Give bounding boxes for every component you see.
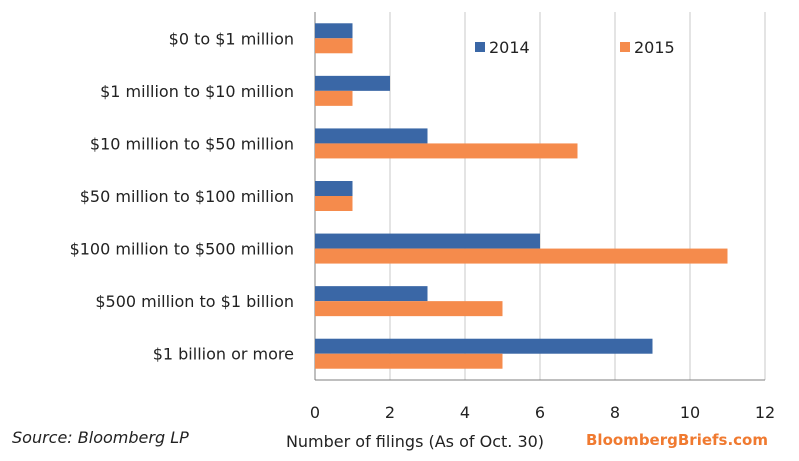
x-tick-label: 10: [680, 403, 700, 422]
bar-2014: [315, 181, 353, 196]
bar-2015: [315, 38, 353, 54]
legend-label: 2014: [489, 38, 530, 57]
bar-2015: [315, 143, 578, 159]
chart-bars: [315, 23, 728, 369]
x-tick-label: 2: [385, 403, 395, 422]
x-axis-label: Number of filings (As of Oct. 30): [286, 432, 544, 451]
bar-2015: [315, 301, 503, 317]
x-axis-ticks: 0 2 4 6 8 10 12: [310, 403, 775, 422]
x-tick-label: 4: [460, 403, 470, 422]
category-label: $50 million to $100 million: [80, 187, 294, 206]
x-tick-label: 6: [535, 403, 545, 422]
category-label: $500 million to $1 billion: [95, 292, 294, 311]
legend-swatch: [620, 42, 630, 52]
category-label: $1 million to $10 million: [100, 82, 294, 101]
category-label: $10 million to $50 million: [90, 134, 294, 153]
bar-2014: [315, 286, 428, 302]
chart-gridlines: [314, 12, 766, 381]
legend-label: 2015: [634, 38, 675, 57]
x-tick-label: 0: [310, 403, 320, 422]
x-tick-label: 12: [755, 403, 775, 422]
bar-2014: [315, 75, 390, 91]
bar-2015: [315, 196, 353, 211]
bar-2015: [315, 248, 728, 264]
bar-2014: [315, 233, 540, 249]
brand-link[interactable]: BloombergBriefs.com: [586, 431, 768, 449]
category-label: $0 to $1 million: [169, 29, 294, 48]
bar-2014: [315, 128, 428, 144]
chart-legend: 2014 2015: [475, 38, 675, 57]
bar-2015: [315, 353, 503, 369]
bar-2015: [315, 90, 353, 106]
legend-swatch: [475, 42, 485, 52]
x-tick-label: 8: [610, 403, 620, 422]
source-note: Source: Bloomberg LP: [12, 428, 189, 447]
bar-2014: [315, 338, 653, 354]
category-labels: $0 to $1 million $1 million to $10 millio…: [70, 29, 294, 363]
bar-2014: [315, 23, 353, 39]
category-label: $100 million to $500 million: [70, 240, 294, 259]
category-label: $1 billion or more: [153, 345, 294, 364]
